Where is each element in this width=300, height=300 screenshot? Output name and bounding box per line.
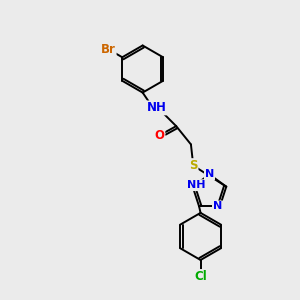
Text: Br: Br	[101, 43, 116, 56]
Text: NH: NH	[146, 101, 167, 114]
Text: N: N	[213, 201, 222, 212]
Text: N: N	[205, 169, 214, 179]
Text: O: O	[154, 129, 164, 142]
Text: NH: NH	[187, 180, 206, 190]
Text: Cl: Cl	[194, 270, 207, 283]
Text: S: S	[189, 159, 197, 172]
